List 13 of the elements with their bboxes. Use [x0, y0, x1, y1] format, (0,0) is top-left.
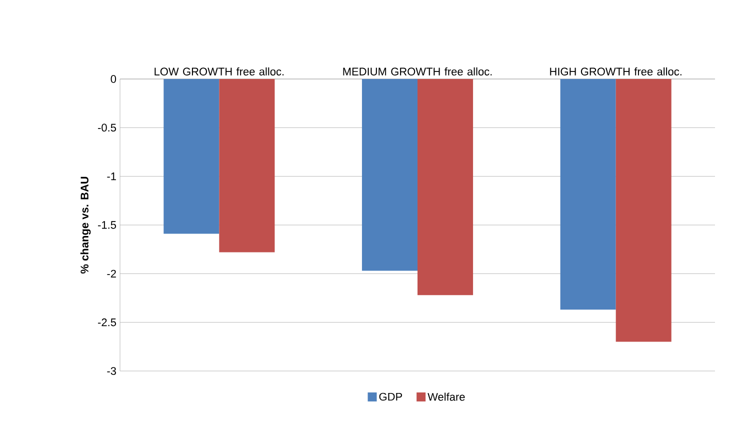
- legend-label: Welfare: [428, 392, 465, 401]
- y-tick-label: -2.5: [98, 318, 116, 326]
- x-tick-label: HIGH GROWTH free alloc.: [550, 67, 682, 76]
- y-axis-title: % change vs. BAU: [80, 176, 91, 274]
- x-tick-label: LOW GROWTH free alloc.: [154, 67, 284, 76]
- y-tick-label: -3: [107, 367, 116, 375]
- y-tick-label: -2: [107, 270, 116, 278]
- x-tick-label: MEDIUM GROWTH free alloc.: [343, 67, 492, 76]
- y-tick-label: 0: [110, 75, 116, 83]
- y-tick-label: -1.5: [98, 221, 116, 229]
- y-tick-label: -0.5: [98, 124, 116, 132]
- legend-label: GDP: [379, 392, 402, 401]
- y-tick-label: -1: [107, 172, 116, 180]
